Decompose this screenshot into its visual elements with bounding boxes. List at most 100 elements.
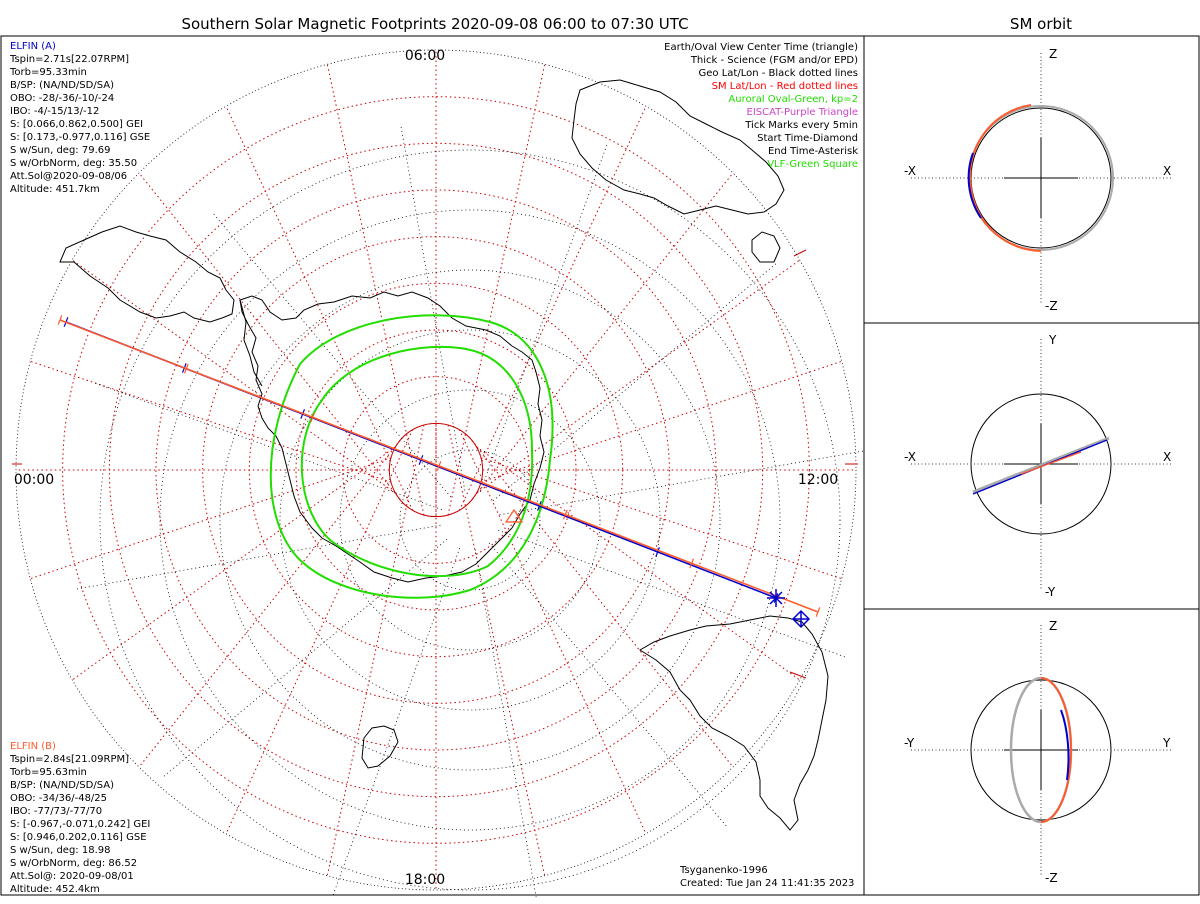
satellite-info-line: S w/OrbNorm, deg: 86.52 xyxy=(10,858,137,869)
satellite-info-line: IBO: -4/-15/13/-12 xyxy=(10,106,99,117)
sm-meridian xyxy=(71,446,396,681)
sm-lat-circle xyxy=(248,282,624,658)
sm-meridian xyxy=(468,436,734,768)
sm-lat-circle xyxy=(155,189,717,751)
continent-outlines xyxy=(59,79,829,831)
satellite-info-line: Altitude: 452.4km xyxy=(10,884,100,895)
sm-meridian xyxy=(476,259,801,494)
satellite-info-line: Tspin=2.84s[21.09RPM] xyxy=(9,754,129,765)
legend-entry: SM Lat/Lon - Red dotted lines xyxy=(712,81,858,92)
geo-meridian xyxy=(498,529,846,658)
orbit-axis-label-top: Z xyxy=(1049,619,1057,633)
tasmania-outline xyxy=(751,231,781,263)
sm-meridian xyxy=(468,172,734,504)
orbit-a-science xyxy=(967,152,982,219)
satellite-info-line: S w/Sun, deg: 79.69 xyxy=(10,145,110,156)
footprint-tracks xyxy=(57,315,821,629)
satellite-info-line: OBO: -28/-36/-10/-24 xyxy=(10,93,114,104)
sm-lat-circle xyxy=(342,376,530,564)
track-tick xyxy=(310,412,316,423)
geo-lat-circle xyxy=(99,149,841,891)
orbit-axis-label-top: Z xyxy=(1049,47,1057,61)
elfin-b-info: ELFIN (B) Tspin=2.84s[21.09RPM] Torb=95.63… xyxy=(9,741,150,895)
orbit-plots: Z -Z -X X Y -Y -X X Z -Z -Y Y xyxy=(904,47,1171,885)
orbit-axis-label-bottom: -Z xyxy=(1045,871,1058,885)
track-tick xyxy=(418,455,424,465)
geo-lat-circle xyxy=(339,389,601,651)
sm-meridian xyxy=(447,64,546,516)
geo-meridian xyxy=(499,450,865,516)
map-boundary xyxy=(15,49,857,891)
orbit-axis-label-left: -X xyxy=(904,450,916,464)
sm-grid xyxy=(12,49,858,891)
sm-meridian xyxy=(225,429,414,834)
sm-lat-circle xyxy=(295,329,577,611)
satellite-info-line: Tspin=2.71s[22.07RPM] xyxy=(9,54,129,65)
sm-meridian xyxy=(326,424,425,876)
geo-lat-circle xyxy=(279,329,661,711)
orbit-a-path xyxy=(972,436,1110,494)
orbit-title: SM orbit xyxy=(1010,15,1072,33)
sm-meridian xyxy=(30,360,392,483)
satellite-info-line: OBO: -34/36/-48/25 xyxy=(10,793,107,804)
satellite-info-line: S w/Sun, deg: 18.98 xyxy=(10,845,110,856)
clock-label-bottom: 18:00 xyxy=(405,872,445,888)
sm-meridian xyxy=(71,259,396,494)
geo-meridian xyxy=(94,382,442,511)
satellite-info-line: B/SP: (NA/ND/SD/SA) xyxy=(10,80,114,91)
track-tick xyxy=(183,363,189,374)
view-center-triangle xyxy=(504,508,524,523)
satellite-info-line: IBO: -77/73/-77/70 xyxy=(10,806,102,817)
geo-meridian xyxy=(212,213,452,498)
axis-tick xyxy=(789,671,807,679)
satellite-info-line: S: [0.173,-0.977,0.116] GSE xyxy=(10,132,150,143)
orbit-axis-label-bottom: -Z xyxy=(1045,299,1058,313)
satellite-info-line: S: [-0.967,-0.071,0.242] GEI xyxy=(10,819,150,830)
satellite-info-line: Att.Sol@: 2020-09-08/01 xyxy=(10,871,134,882)
main-title: Southern Solar Magnetic Footprints 2020-… xyxy=(181,15,688,33)
footer: Tsyganenko-1996 Created: Tue Jan 24 11:4… xyxy=(679,865,854,889)
geo-meridian xyxy=(492,262,777,502)
orbit-axis-label-top: Y xyxy=(1048,333,1057,347)
axis-tick xyxy=(793,249,807,257)
sm-meridian xyxy=(480,457,842,580)
satellite-info-line: S w/OrbNorm, deg: 35.50 xyxy=(10,158,137,169)
geo-meridian xyxy=(332,548,461,896)
legend-entry: Auroral Oval-Green, kp=2 xyxy=(728,94,858,105)
satellite-info-line: B/SP: (NA/ND/SD/SA) xyxy=(10,780,114,791)
geo-meridian xyxy=(479,144,608,492)
orbit-axis-label-bottom: -Y xyxy=(1045,585,1056,599)
satellite-info-line: Altitude: 451.7km xyxy=(10,184,100,195)
legend-entry: End Time-Asterisk xyxy=(768,146,858,157)
satellite-info-line: Torb=95.33min xyxy=(9,67,87,78)
sm-meridian xyxy=(225,106,414,511)
geo-meridian xyxy=(488,542,728,827)
sm-meridian xyxy=(138,172,404,504)
geo-meridian xyxy=(163,538,448,778)
auroral-oval-outer xyxy=(269,314,554,599)
legend-entry: Tick Marks every 5min xyxy=(744,120,858,131)
track-tick xyxy=(815,607,821,617)
orbit-axis-label-right: X xyxy=(1163,450,1171,464)
orbit-b-path xyxy=(969,104,1042,252)
geo-meridian xyxy=(474,549,538,904)
geo-meridian xyxy=(400,125,466,491)
satellite-info-line: Att.Sol@2020-09-08/06 xyxy=(10,171,127,182)
satellite-name: ELFIN (A) xyxy=(10,41,56,52)
sm-lat-circle xyxy=(202,236,670,704)
orbit-a-science xyxy=(1060,709,1070,781)
africa-outline xyxy=(639,615,829,831)
sm-meridian xyxy=(447,424,546,876)
elfin-a-start-diamond xyxy=(791,609,811,629)
elfin-a-info: ELFIN (A) Tspin=2.71s[22.07RPM] Torb=95.33… xyxy=(9,41,150,195)
orbit-axis-label-right: X xyxy=(1163,164,1171,178)
geo-meridian xyxy=(75,524,441,590)
legend-entry: Thick - Science (FGM and/or EPD) xyxy=(690,55,858,66)
sm-meridian xyxy=(30,457,392,580)
legend-entry: Earth/Oval View Center Time (triangle) xyxy=(664,42,858,53)
orbit-b-path xyxy=(1040,677,1072,823)
map-labels: 06:00 00:00 12:00 18:00 xyxy=(14,48,838,888)
track-tick xyxy=(536,501,542,511)
satellite-info-line: S: [0.066,0.862,0.500] GEI xyxy=(10,119,143,130)
